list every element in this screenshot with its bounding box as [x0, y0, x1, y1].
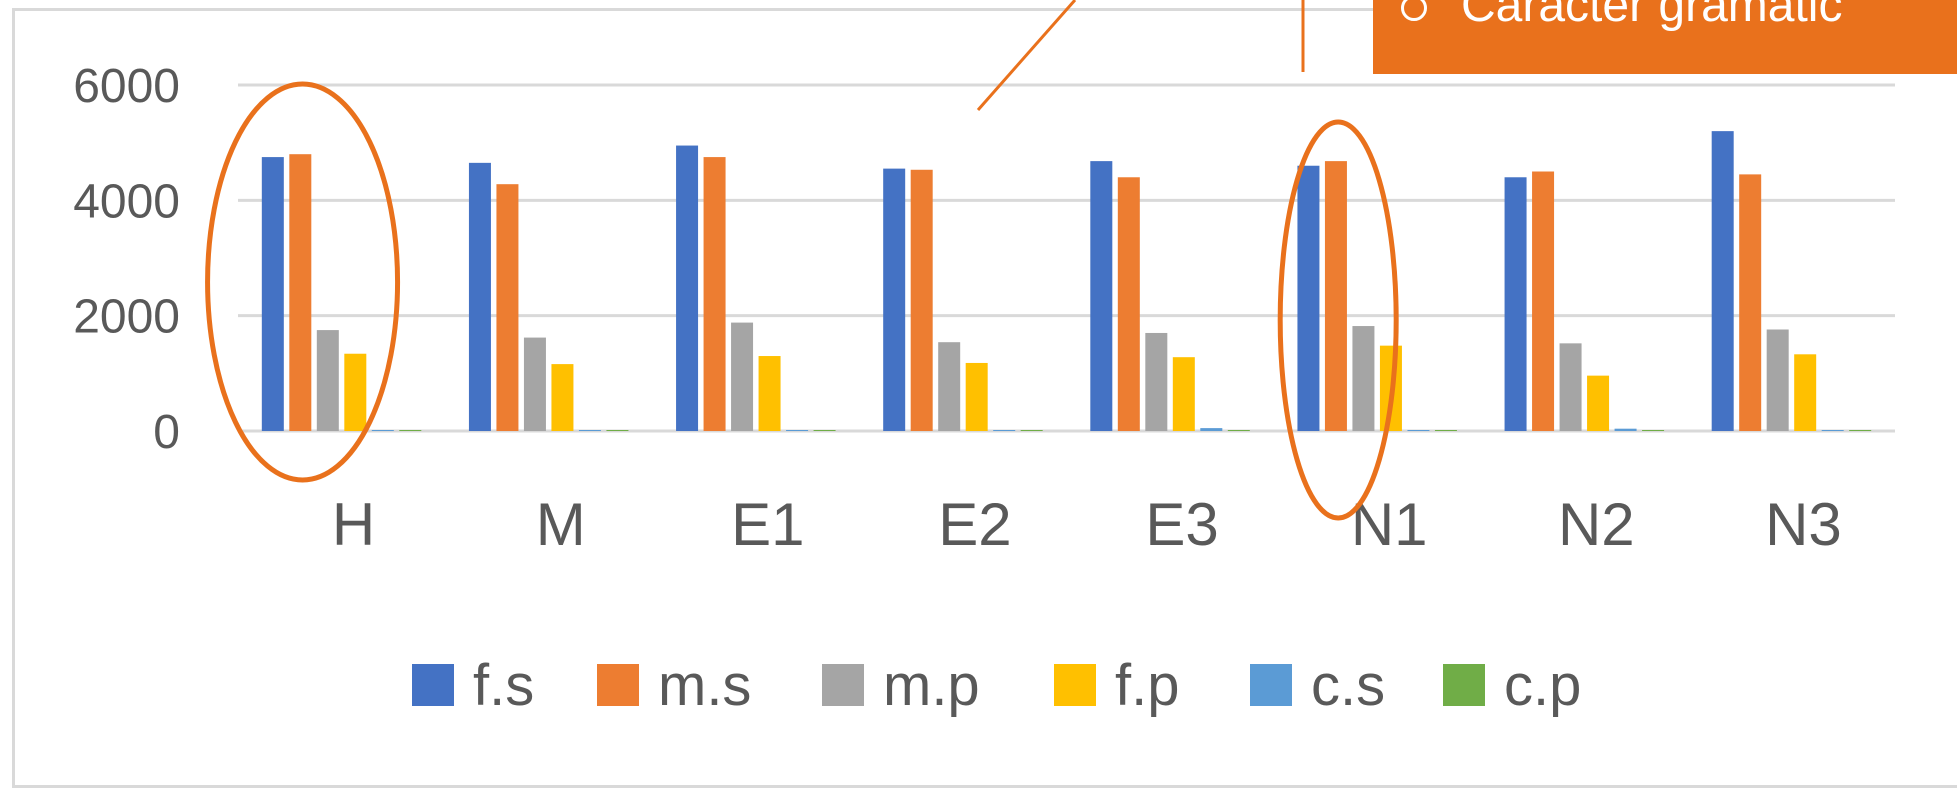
bar-fs-n1 [1297, 165, 1320, 431]
legend-swatch-cp [1443, 664, 1485, 706]
bar-fp-e2 [965, 362, 988, 431]
x-tick-label: E2 [938, 491, 1011, 558]
bar-cs-h [371, 430, 394, 431]
bar-fs-m [468, 162, 491, 431]
legend-label: m.s [658, 653, 751, 718]
legend-swatch-cs [1250, 664, 1292, 706]
bar-cs-n3 [1821, 430, 1844, 431]
x-tick-label: H [332, 491, 375, 558]
bar-cs-e3 [1200, 428, 1223, 431]
bar-cp-m [606, 430, 629, 431]
callout-text: Caracter gramatic [1461, 0, 1843, 32]
bar-ms-e3 [1117, 177, 1140, 431]
legend: f.s m.s m.p f.p c.s c.p [412, 653, 1581, 718]
bar-mp-e2 [938, 342, 961, 431]
bar-cp-e3 [1227, 430, 1250, 431]
highlight-ellipse-n1 [1277, 119, 1399, 521]
bar-ms-m [496, 184, 519, 431]
bar-mp-n2 [1559, 343, 1582, 431]
bar-cp-n1 [1434, 430, 1457, 431]
bar-ms-n2 [1532, 171, 1555, 431]
bar-ms-n3 [1739, 174, 1762, 431]
bar-cp-h [399, 430, 422, 431]
legend-label: m.p [883, 653, 980, 718]
x-tick-label: E3 [1145, 491, 1218, 558]
bar-mp-h [316, 330, 339, 431]
bar-fs-h [261, 157, 284, 432]
x-tick-label: M [536, 491, 586, 558]
bars [261, 131, 1872, 432]
y-tick-label: 0 [153, 406, 180, 459]
bar-fs-e1 [676, 145, 699, 432]
legend-swatch-fp [1054, 664, 1096, 706]
bar-cs-e2 [993, 430, 1016, 431]
bar-cp-n3 [1849, 430, 1872, 431]
bar-mp-e1 [731, 322, 754, 431]
bar-fs-n2 [1504, 177, 1527, 431]
highlight-ellipses [205, 81, 1399, 521]
legend-label: c.s [1311, 653, 1385, 718]
bar-cp-n2 [1642, 430, 1665, 431]
x-tick-label: N3 [1765, 491, 1842, 558]
bar-ms-e2 [910, 169, 933, 431]
bar-fp-e3 [1172, 357, 1195, 431]
bar-fs-e2 [883, 168, 906, 431]
bar-fp-h [344, 353, 367, 431]
bar-ms-h [289, 154, 312, 431]
bar-cp-e2 [1020, 430, 1043, 431]
bar-fs-e3 [1090, 161, 1113, 431]
bar-mp-m [523, 337, 546, 431]
callout-line: Caracter gramatic [1401, 0, 1842, 33]
bar-fp-m [551, 364, 574, 431]
y-tick-label: 4000 [73, 175, 180, 228]
bar-cs-m [578, 430, 601, 431]
bar-cs-e1 [786, 430, 809, 431]
x-axis-ticks: H M E1 E2 E3 N1 N2 N3 [332, 491, 1842, 558]
bar-cs-n1 [1407, 430, 1430, 431]
bar-ms-e1 [703, 157, 726, 432]
bar-mp-n3 [1766, 329, 1789, 431]
bar-cs-n2 [1614, 428, 1637, 431]
y-tick-label: 6000 [73, 60, 180, 113]
legend-label: f.s [473, 653, 534, 718]
legend-swatch-ms [597, 664, 639, 706]
bar-mp-n1 [1352, 326, 1375, 431]
bar-fs-n3 [1711, 131, 1734, 431]
x-tick-label: E1 [731, 491, 804, 558]
bar-fp-e1 [758, 356, 781, 431]
y-axis-ticks: 0 2000 4000 6000 [73, 60, 180, 459]
legend-label: c.p [1504, 653, 1581, 718]
bar-ms-n1 [1324, 161, 1347, 431]
y-tick-label: 2000 [73, 291, 180, 344]
legend-swatch-mp [822, 664, 864, 706]
callout-connectors [976, 0, 1305, 111]
legend-swatch-fs [412, 664, 454, 706]
bar-fp-n2 [1587, 375, 1610, 431]
legend-label: f.p [1115, 653, 1180, 718]
bar-fp-n3 [1794, 354, 1817, 431]
x-tick-label: N2 [1558, 491, 1635, 558]
callout-box: Caracter gramatic [1373, 0, 1957, 74]
highlight-ellipse-h [205, 81, 401, 483]
circle-bullet-icon [1401, 0, 1427, 22]
bar-mp-e3 [1145, 332, 1168, 431]
bar-cp-e1 [813, 430, 836, 431]
callout-connector-diagonal [976, 0, 1077, 111]
